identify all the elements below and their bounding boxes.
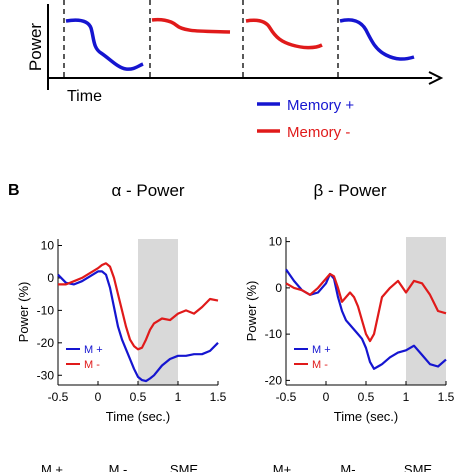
- panel-a-curve-2: [151, 17, 231, 34]
- alpha-xlabel: Time (sec.): [106, 409, 171, 424]
- beta-legend-label-1: M -: [312, 359, 328, 371]
- bottom-label-left-3: SME: [170, 462, 199, 472]
- bottom-label-right-2: M-: [340, 462, 355, 472]
- alpha-xtick-label-4: 1.5: [210, 390, 227, 404]
- alpha-ylabel: Power (%): [16, 282, 31, 343]
- panel-a-arrow-head: [428, 71, 444, 85]
- beta-ytick-label-2: -10: [265, 327, 283, 341]
- panel-a-ylabel: Power: [26, 23, 45, 72]
- panel-a-curve-3: [245, 18, 323, 50]
- alpha-series-m-plus: [57, 270, 219, 383]
- beta-series-m-plus: [285, 268, 447, 370]
- beta-xtick-label-2: 0.5: [358, 390, 375, 404]
- beta-xtick-label-3: 1: [403, 390, 410, 404]
- alpha-ytick-label-3: -20: [37, 336, 55, 350]
- beta-xtick-label-0: -0.5: [276, 390, 297, 404]
- alpha-xtick-label-0: -0.5: [48, 390, 69, 404]
- alpha-ytick-label-1: 0: [47, 271, 54, 285]
- bottom-labels: M + M - SME M+ M- SME: [41, 462, 432, 472]
- beta-title: β - Power: [313, 181, 386, 200]
- legend-label-memory-minus: Memory -: [287, 124, 350, 141]
- bottom-label-right-3: SME: [404, 462, 433, 472]
- beta-ylabel: Power (%): [244, 281, 259, 342]
- beta-ytick-label-1: 0: [275, 281, 282, 295]
- panel-a-curve-4: [339, 18, 415, 61]
- alpha-title: α - Power: [111, 181, 184, 200]
- bottom-label-left-1: M +: [41, 462, 63, 472]
- panel-a: Power Time Memory + Memory -: [26, 0, 444, 141]
- panel-a-curve-1: [65, 18, 144, 71]
- beta-ytick-label-3: -20: [265, 373, 283, 387]
- alpha-legend-label-1: M -: [84, 359, 100, 371]
- beta-series-m-minus: [285, 272, 447, 343]
- beta-xtick-label-1: 0: [323, 390, 330, 404]
- alpha-power-chart: α - Power -0.5 0 0.5 1 1.5 10 0 -10 -20 -30 Time (s…: [16, 181, 227, 424]
- alpha-ytick-label-4: -30: [37, 368, 55, 382]
- beta-xlabel: Time (sec.): [334, 409, 399, 424]
- alpha-ytick-label-0: 10: [41, 238, 55, 252]
- beta-power-chart: β - Power -0.5 0 0.5 1 1.5 10 0 -10 -20 Time (sec.…: [244, 181, 455, 424]
- alpha-legend-label-0: M +: [84, 344, 103, 356]
- alpha-shaded-window: [138, 239, 178, 385]
- alpha-series-m-minus: [58, 262, 219, 351]
- alpha-ytick-label-2: -10: [37, 303, 55, 317]
- bottom-label-left-2: M -: [109, 462, 128, 472]
- bottom-label-right-1: M+: [273, 462, 291, 472]
- alpha-xtick-label-1: 0: [95, 390, 102, 404]
- panel-a-xlabel: Time: [67, 88, 102, 105]
- alpha-xtick-label-2: 0.5: [130, 390, 147, 404]
- beta-ytick-label-0: 10: [269, 235, 283, 249]
- legend-label-memory-plus: Memory +: [287, 97, 354, 114]
- panel-b-letter: B: [8, 182, 20, 199]
- beta-legend-label-0: M +: [312, 344, 331, 356]
- alpha-xtick-label-3: 1: [175, 390, 182, 404]
- beta-xtick-label-4: 1.5: [438, 390, 455, 404]
